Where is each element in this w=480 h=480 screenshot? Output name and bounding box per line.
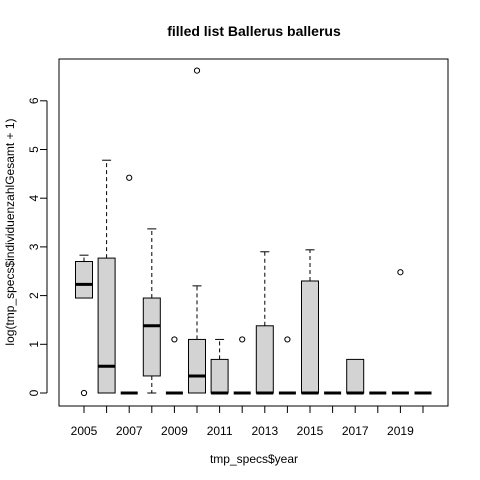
box-2005 xyxy=(75,254,93,397)
x-tick-label: 2011 xyxy=(207,424,233,438)
y-tick-label: 3 xyxy=(27,243,41,250)
box-iqr xyxy=(188,338,206,394)
box-iqr xyxy=(142,297,161,377)
outlier-point xyxy=(126,174,133,181)
x-tick-label: 2009 xyxy=(161,424,188,438)
box-iqr xyxy=(301,280,319,394)
box-2017 xyxy=(346,358,365,395)
box-iqr xyxy=(97,257,116,394)
x-tick-label: 2005 xyxy=(71,424,98,438)
box-2013 xyxy=(255,251,274,395)
box-2008 xyxy=(142,228,161,394)
y-axis: 0 1 2 3 4 5 6 xyxy=(27,97,48,396)
x-tick-label: 2013 xyxy=(251,424,278,438)
box-iqr xyxy=(75,261,93,299)
plot-frame xyxy=(58,58,449,407)
box-iqr xyxy=(210,358,229,394)
x-axis-label: tmp_specs$year xyxy=(210,452,298,466)
outlier-point xyxy=(80,389,88,397)
box-2019 xyxy=(391,269,409,395)
outlier-point xyxy=(171,336,178,343)
box-2009 xyxy=(165,336,183,395)
x-tick-label: 2015 xyxy=(297,424,324,438)
box-iqr xyxy=(346,358,365,394)
outlier-point xyxy=(284,336,291,343)
outlier-point xyxy=(193,67,201,74)
x-tick-label: 2007 xyxy=(116,424,143,438)
x-tick-label: 2017 xyxy=(342,424,369,438)
box-2015 xyxy=(301,249,319,395)
box-2007 xyxy=(120,174,138,395)
box-2012 xyxy=(233,336,251,395)
box-2014 xyxy=(278,336,296,395)
box-2010 xyxy=(188,67,206,394)
y-tick-label: 4 xyxy=(27,195,41,202)
boxes-layer xyxy=(75,67,432,397)
box-2006 xyxy=(97,159,116,394)
y-tick-label: 5 xyxy=(27,146,41,153)
outlier-point xyxy=(397,269,404,276)
y-tick-label: 0 xyxy=(27,389,41,396)
x-tick-label: 2019 xyxy=(387,424,414,438)
y-tick-label: 6 xyxy=(27,97,41,104)
x-axis: 2005 2007 2009 2011 2013 2015 2017 2019 xyxy=(71,405,424,438)
y-tick-label: 1 xyxy=(27,341,41,348)
y-axis-label: log(tmp_specs$individuenzahlGesamt + 1) xyxy=(3,118,17,345)
chart-title: filled list Ballerus ballerus xyxy=(167,23,341,39)
box-2011 xyxy=(210,338,229,395)
outlier-point xyxy=(239,336,246,343)
box-iqr xyxy=(255,325,274,394)
y-tick-label: 2 xyxy=(27,292,41,299)
